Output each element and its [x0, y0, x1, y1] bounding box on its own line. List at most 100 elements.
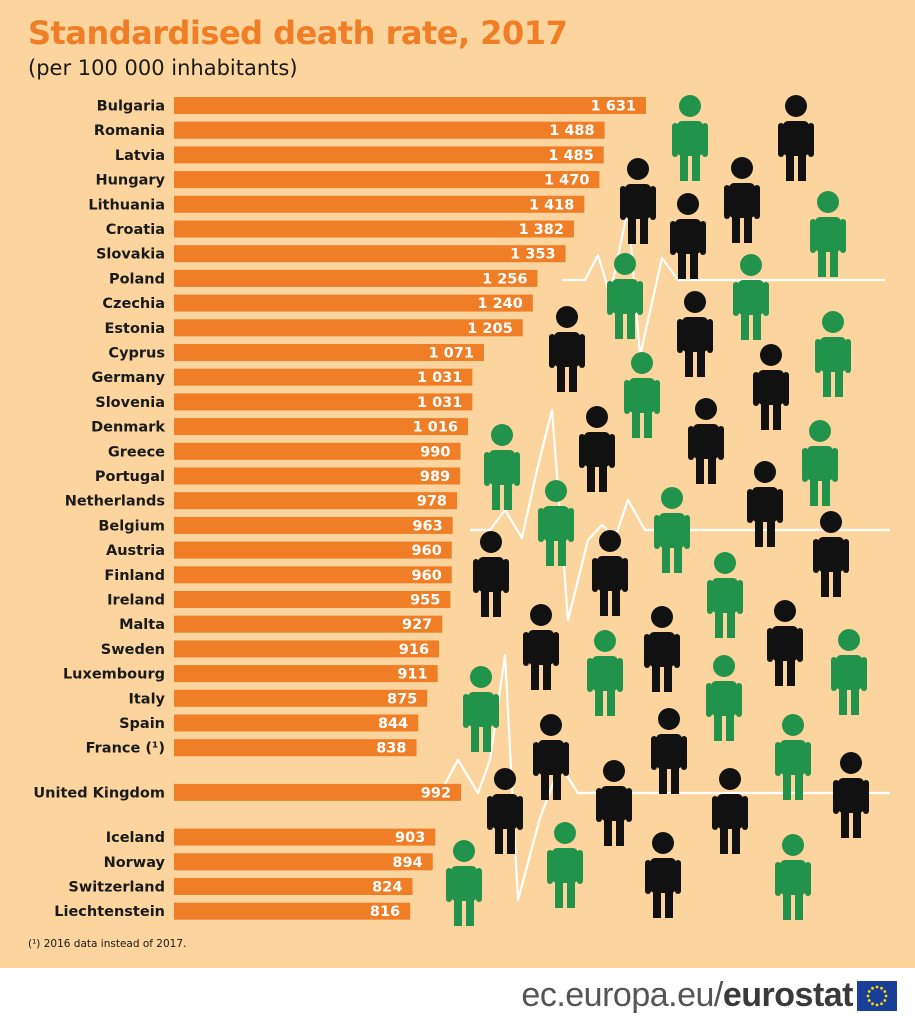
bar	[174, 393, 473, 411]
bar	[174, 878, 413, 895]
person-figure-icon	[733, 254, 769, 340]
value-label: 1 016	[413, 420, 458, 436]
category-label: Hungary	[95, 173, 165, 189]
value-label: 989	[420, 469, 450, 485]
url-brand: eurostat	[722, 976, 854, 1014]
category-label: Croatia	[106, 222, 165, 238]
bar	[174, 665, 438, 683]
category-label: Bulgaria	[97, 99, 165, 115]
bar	[174, 902, 411, 920]
person-figure-icon	[607, 253, 643, 339]
value-label: 1 470	[544, 173, 589, 189]
category-label: Switzerland	[68, 880, 165, 896]
category-label: Italy	[128, 691, 165, 707]
bar	[174, 294, 533, 312]
category-label: Sweden	[101, 642, 165, 658]
value-label: 1 488	[549, 123, 594, 139]
person-figure-icon	[549, 306, 585, 392]
value-label: 894	[392, 855, 422, 871]
value-label: 978	[417, 494, 447, 510]
person-figure-icon	[753, 344, 789, 430]
value-label: 1 031	[417, 395, 462, 411]
bar	[174, 245, 566, 263]
person-figure-icon	[596, 760, 632, 846]
person-figure-icon	[775, 714, 811, 800]
category-label: Belgium	[98, 518, 165, 534]
person-figure-icon	[484, 424, 520, 510]
value-label: 960	[412, 568, 442, 584]
bar	[174, 121, 605, 139]
value-label: 1 256	[482, 271, 527, 287]
category-label: Netherlands	[65, 494, 165, 510]
category-label: United Kingdom	[33, 785, 165, 801]
person-figure-icon	[592, 530, 628, 616]
category-label: Portugal	[95, 469, 165, 485]
category-label: Latvia	[115, 148, 165, 164]
person-figure-icon	[831, 629, 867, 715]
person-figure-icon	[672, 95, 708, 181]
person-figure-icon	[463, 666, 499, 752]
person-figure-icon	[670, 193, 706, 279]
bar	[174, 146, 604, 164]
person-figure-icon	[533, 714, 569, 800]
bar	[174, 220, 574, 238]
chart-title: Standardised death rate, 2017	[28, 14, 568, 52]
bar	[174, 171, 600, 189]
category-label: Lithuania	[88, 197, 165, 213]
value-label: 927	[402, 617, 432, 633]
person-figure-icon	[487, 768, 523, 854]
footnote: (¹) 2016 data instead of 2017.	[28, 938, 187, 950]
person-figure-icon	[579, 406, 615, 492]
value-label: 824	[372, 880, 402, 896]
bar	[174, 689, 428, 707]
bar	[174, 418, 469, 436]
person-figure-icon	[654, 487, 690, 573]
value-label: 1 031	[417, 370, 462, 386]
value-label: 911	[397, 667, 427, 683]
category-label: Czechia	[102, 296, 165, 312]
category-label: Norway	[104, 855, 166, 871]
person-figure-icon	[645, 832, 681, 918]
value-label: 963	[412, 518, 442, 534]
bar	[174, 615, 443, 633]
value-label: 1 631	[591, 99, 636, 115]
bar	[174, 640, 440, 658]
person-figure-icon	[624, 352, 660, 438]
person-figure-icon	[473, 531, 509, 617]
decoration-layer	[439, 95, 890, 926]
person-figure-icon	[724, 157, 760, 243]
bar	[174, 319, 523, 337]
value-label: 1 485	[548, 148, 593, 164]
value-label: 1 353	[510, 247, 555, 263]
bar	[174, 714, 419, 732]
value-label: 903	[395, 830, 425, 846]
category-label: Poland	[109, 271, 165, 287]
category-label: Finland	[104, 568, 165, 584]
bar	[174, 566, 452, 584]
value-label: 844	[378, 716, 408, 732]
person-figure-icon	[810, 191, 846, 277]
eurostat-url[interactable]: ec.europa.eu/eurostat	[521, 976, 853, 1015]
bar	[174, 269, 538, 287]
person-figure-icon	[587, 630, 623, 716]
category-label: Spain	[119, 716, 165, 732]
chart-subtitle: (per 100 000 inhabitants)	[28, 56, 298, 80]
person-figure-icon	[767, 600, 803, 686]
person-figure-icon	[706, 655, 742, 741]
category-label: Austria	[106, 543, 165, 559]
category-label: Romania	[94, 123, 165, 139]
category-label: France (¹)	[86, 741, 165, 757]
eu-flag-icon	[857, 981, 897, 1011]
bar	[174, 492, 458, 510]
category-label: Liechtenstein	[54, 904, 165, 920]
footer: ec.europa.eu/eurostat	[0, 968, 915, 1024]
category-label: Luxembourg	[63, 667, 165, 683]
person-figure-icon	[620, 158, 656, 244]
category-label: Estonia	[104, 321, 165, 337]
person-figure-icon	[813, 511, 849, 597]
person-figure-icon	[747, 461, 783, 547]
person-figure-icon	[775, 834, 811, 920]
person-figure-icon	[523, 604, 559, 690]
person-figure-icon	[688, 398, 724, 484]
value-label: 1 382	[519, 222, 564, 238]
